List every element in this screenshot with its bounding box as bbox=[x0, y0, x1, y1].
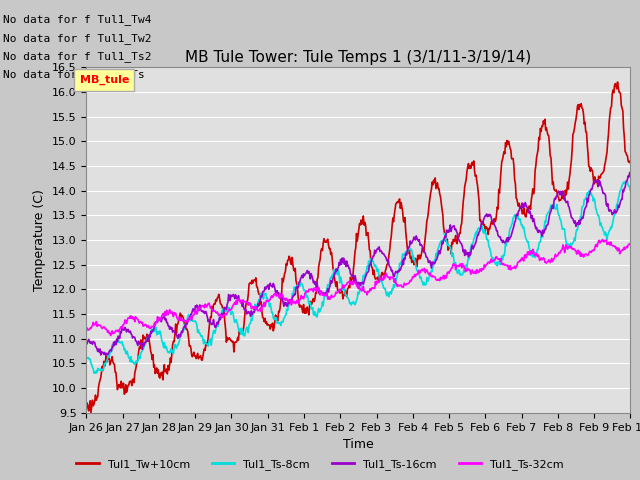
Text: No data for f Tul1_Ts: No data for f Tul1_Ts bbox=[3, 69, 145, 80]
Tul1_Ts-8cm bbox=[426, 274, 433, 280]
Line: Tul1_Ts-32cm: Tul1_Ts-32cm bbox=[86, 240, 630, 336]
Text: No data for f Tul1_Tw2: No data for f Tul1_Tw2 bbox=[3, 33, 152, 44]
Tul1_Ts-16cm bbox=[92, 344, 100, 350]
Tul1_Ts-16cm bbox=[627, 169, 634, 175]
Tul1_Ts-8cm bbox=[622, 178, 630, 183]
Text: No data for f Tul1_Ts2: No data for f Tul1_Ts2 bbox=[3, 51, 152, 62]
Tul1_Ts-16cm bbox=[102, 352, 110, 358]
Tul1_Ts-32cm bbox=[441, 273, 449, 278]
Text: No data for f Tul1_Tw4: No data for f Tul1_Tw4 bbox=[3, 14, 152, 25]
Tul1_Ts-32cm bbox=[627, 241, 634, 247]
Tul1_Ts-8cm bbox=[441, 230, 449, 236]
Tul1_Tw+10cm bbox=[441, 234, 449, 240]
Tul1_Ts-8cm bbox=[233, 320, 241, 325]
X-axis label: Time: Time bbox=[343, 438, 374, 451]
Tul1_Tw+10cm bbox=[87, 410, 95, 416]
Tul1_Ts-32cm bbox=[233, 301, 241, 307]
Tul1_Ts-32cm bbox=[107, 333, 115, 338]
Tul1_Tw+10cm bbox=[83, 406, 90, 412]
Tul1_Ts-8cm bbox=[627, 188, 634, 194]
Tul1_Tw+10cm bbox=[149, 352, 157, 358]
Y-axis label: Temperature (C): Temperature (C) bbox=[33, 189, 46, 291]
Tul1_Ts-8cm bbox=[149, 326, 157, 332]
Line: Tul1_Ts-16cm: Tul1_Ts-16cm bbox=[86, 172, 630, 355]
Tul1_Tw+10cm bbox=[426, 201, 433, 207]
Tul1_Ts-16cm bbox=[441, 233, 449, 239]
Tul1_Ts-32cm bbox=[598, 237, 606, 242]
Tul1_Tw+10cm bbox=[627, 160, 634, 166]
Tul1_Ts-16cm bbox=[233, 296, 241, 302]
Tul1_Ts-32cm bbox=[426, 271, 433, 277]
Line: Tul1_Ts-8cm: Tul1_Ts-8cm bbox=[86, 180, 630, 373]
Tul1_Ts-8cm bbox=[83, 355, 90, 360]
Line: Tul1_Tw+10cm: Tul1_Tw+10cm bbox=[86, 82, 630, 413]
Tul1_Tw+10cm bbox=[614, 79, 621, 85]
Legend: Tul1_Tw+10cm, Tul1_Ts-8cm, Tul1_Ts-16cm, Tul1_Ts-32cm: Tul1_Tw+10cm, Tul1_Ts-8cm, Tul1_Ts-16cm,… bbox=[72, 455, 568, 474]
Tul1_Ts-32cm bbox=[204, 302, 212, 308]
Tul1_Ts-32cm bbox=[83, 328, 90, 334]
Tul1_Ts-8cm bbox=[93, 370, 101, 376]
Tul1_Ts-16cm bbox=[204, 319, 212, 324]
Text: MB_tule: MB_tule bbox=[79, 74, 129, 85]
Tul1_Ts-16cm bbox=[149, 328, 157, 334]
Tul1_Tw+10cm bbox=[204, 335, 212, 340]
Tul1_Ts-8cm bbox=[92, 370, 99, 376]
Tul1_Ts-32cm bbox=[92, 319, 100, 324]
Tul1_Ts-8cm bbox=[204, 343, 212, 349]
Tul1_Tw+10cm bbox=[93, 396, 101, 401]
Tul1_Ts-16cm bbox=[426, 259, 433, 264]
Tul1_Ts-32cm bbox=[149, 324, 157, 330]
Tul1_Tw+10cm bbox=[233, 338, 241, 344]
Title: MB Tule Tower: Tule Temps 1 (3/1/11-3/19/14): MB Tule Tower: Tule Temps 1 (3/1/11-3/19… bbox=[185, 49, 532, 65]
Tul1_Ts-16cm bbox=[83, 342, 90, 348]
